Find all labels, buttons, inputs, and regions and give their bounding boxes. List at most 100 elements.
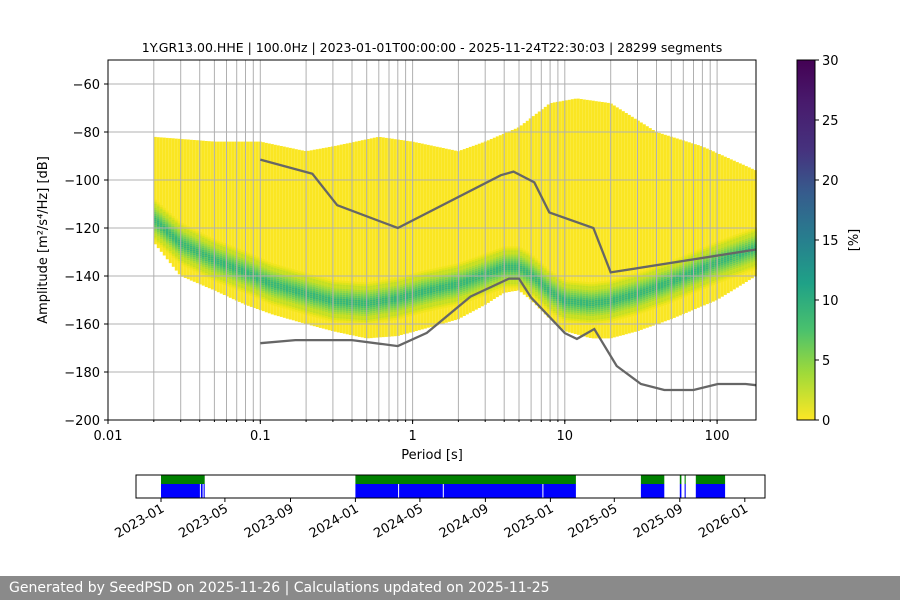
heatmap-cell: [723, 262, 727, 265]
heatmap-cell: [492, 288, 496, 291]
heatmap-cell: [345, 319, 349, 321]
heatmap-cell: [399, 278, 403, 281]
y-tick-label: −200: [64, 414, 100, 429]
heatmap-cell: [753, 263, 757, 266]
heatmap-cell: [348, 287, 352, 290]
heatmap-cell: [393, 306, 397, 308]
heatmap-cell: [642, 280, 646, 283]
heatmap-cell: [420, 311, 424, 313]
heatmap-cell: [738, 235, 742, 237]
heatmap-cell: [405, 281, 409, 283]
heatmap-cell: [684, 294, 688, 297]
heatmap-cell: [405, 279, 409, 281]
heatmap-cell: [531, 263, 535, 266]
heatmap-column: [213, 141, 217, 291]
heatmap-cell: [357, 285, 361, 288]
heatmap-cell: [177, 247, 181, 250]
heatmap-cell: [324, 292, 328, 295]
heatmap-cell: [522, 269, 526, 272]
heatmap-cell: [597, 293, 601, 296]
heatmap-cell: [567, 316, 571, 319]
heatmap-cell: [471, 281, 475, 284]
heatmap-cell: [255, 256, 259, 259]
heatmap-cell: [600, 293, 604, 296]
heatmap-cell: [159, 245, 163, 248]
heatmap-cell: [228, 283, 232, 286]
heatmap-cell: [480, 280, 484, 283]
heatmap-cell: [369, 319, 373, 322]
heatmap-cell: [579, 313, 583, 316]
heatmap-cell: [594, 307, 598, 310]
heatmap-cell: [438, 267, 442, 269]
heatmap-cell: [606, 318, 610, 321]
heatmap-cell: [324, 318, 328, 321]
heatmap-cell: [615, 290, 619, 293]
heatmap-cell: [399, 288, 403, 291]
heatmap-cell: [609, 289, 613, 292]
heatmap-cell: [180, 259, 184, 262]
heatmap-cell: [228, 257, 232, 260]
heatmap-cell: [213, 243, 217, 246]
heatmap-cell: [429, 295, 433, 297]
heatmap-cell: [750, 260, 754, 263]
heatmap-cell: [636, 284, 640, 287]
heatmap-cell: [618, 305, 622, 308]
heatmap-cell: [627, 279, 631, 281]
heatmap-cell: [330, 281, 334, 284]
heatmap-cell: [612, 315, 616, 317]
heatmap-cell: [207, 254, 211, 257]
heatmap-cell: [690, 288, 694, 290]
heatmap-cell: [270, 283, 274, 286]
heatmap-cell: [645, 295, 649, 298]
heatmap-cell: [438, 271, 442, 273]
heatmap-cell: [573, 308, 577, 311]
heatmap-cell: [450, 298, 454, 301]
heatmap-cell: [315, 301, 319, 304]
heatmap-cell: [327, 291, 331, 293]
heatmap-cell: [516, 280, 520, 283]
heatmap-cell: [312, 289, 316, 291]
heatmap-cell: [471, 279, 475, 282]
heatmap-cell: [567, 314, 571, 317]
heatmap-cell: [606, 306, 610, 309]
heatmap-cell: [588, 316, 592, 319]
heatmap-cell: [612, 317, 616, 319]
heatmap-cell: [183, 262, 187, 265]
heatmap-cell: [711, 273, 715, 276]
heatmap-cell: [726, 249, 730, 252]
heatmap-cell: [714, 263, 718, 266]
y-tick-label: −160: [64, 318, 100, 333]
heatmap-cell: [477, 295, 481, 298]
heatmap-column: [174, 138, 178, 271]
heatmap-cell: [636, 276, 640, 279]
heatmap-cell: [522, 281, 526, 284]
heatmap-cell: [543, 268, 547, 271]
heatmap-cell: [609, 313, 613, 316]
heatmap-cell: [426, 307, 430, 310]
heatmap-cell: [519, 253, 523, 256]
heatmap-cell: [573, 302, 577, 305]
heatmap-cell: [327, 313, 331, 315]
heatmap-cell: [630, 278, 634, 281]
heatmap-cell: [480, 294, 484, 297]
heatmap-cell: [351, 301, 355, 304]
heatmap-cell: [549, 283, 553, 286]
heatmap-cell: [510, 258, 514, 261]
heatmap-column: [324, 147, 328, 330]
heatmap-cell: [156, 206, 160, 209]
heatmap-cell: [705, 269, 709, 272]
heatmap-cell: [189, 251, 193, 254]
heatmap-cell: [231, 248, 235, 251]
heatmap-cell: [555, 277, 559, 280]
heatmap-cell: [642, 298, 646, 301]
heatmap-cell: [648, 268, 652, 271]
heatmap-cell: [720, 239, 724, 242]
heatmap-cell: [582, 317, 586, 320]
heatmap-cell: [279, 267, 283, 270]
heatmap-cell: [498, 271, 502, 274]
heatmap-cell: [744, 252, 748, 255]
heatmap-column: [177, 138, 181, 275]
heatmap-cell: [231, 246, 235, 249]
heatmap-cell: [180, 263, 184, 266]
heatmap-cell: [402, 301, 406, 304]
